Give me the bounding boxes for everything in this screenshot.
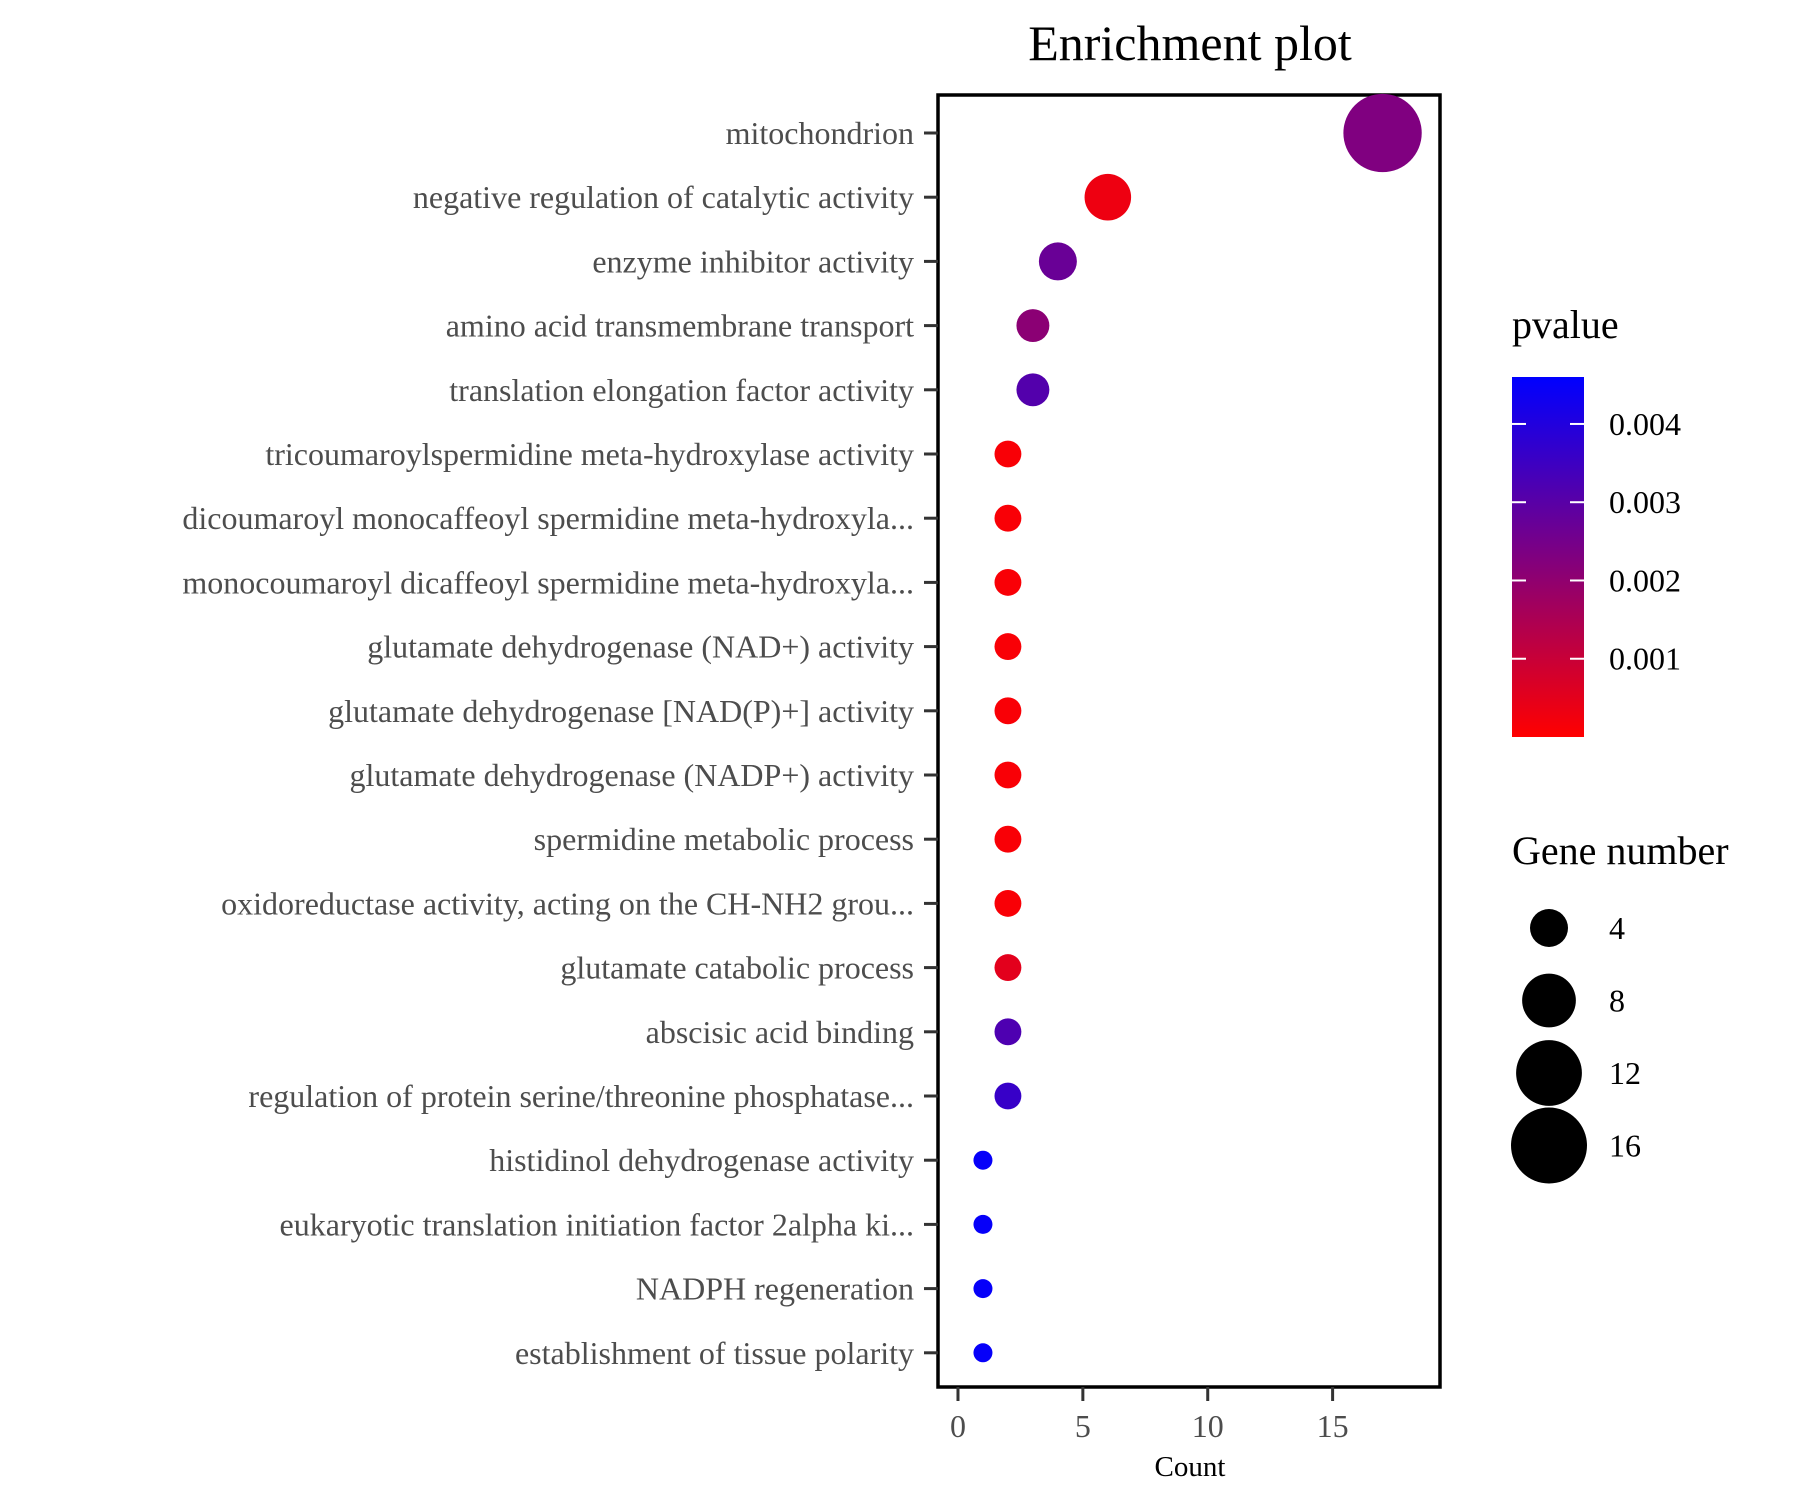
- x-tick-label: 0: [950, 1408, 966, 1444]
- size-legend-key: [1530, 909, 1568, 947]
- gene-number-legend-title: Gene number: [1512, 828, 1729, 873]
- colorbar-tick-label: 0.003: [1609, 484, 1681, 520]
- chart-title: Enrichment plot: [1028, 15, 1352, 71]
- gene-number-legend: 4 8 12 16: [1511, 909, 1641, 1184]
- category-label: tricoumaroylspermidine meta-hydroxylase …: [265, 436, 914, 472]
- x-axis-title: Count: [1155, 1451, 1226, 1483]
- size-legend-key: [1516, 1040, 1582, 1106]
- plot-panel: [936, 93, 1442, 1389]
- size-legend-label: 12: [1609, 1055, 1641, 1091]
- category-label: enzyme inhibitor activity: [592, 243, 914, 279]
- data-point: [973, 1214, 993, 1234]
- size-legend-label: 8: [1609, 983, 1625, 1019]
- data-point: [1016, 309, 1050, 343]
- data-point: [973, 1279, 993, 1299]
- category-label: amino acid transmembrane transport: [446, 308, 914, 344]
- category-label: dicoumaroyl monocaffeoyl spermidine meta…: [182, 500, 914, 536]
- x-tick-label: 10: [1192, 1408, 1224, 1444]
- pvalue-legend-title: pvalue: [1512, 302, 1619, 347]
- data-point: [994, 1082, 1022, 1110]
- colorbar-tick-label: 0.004: [1609, 406, 1681, 442]
- data-point: [1038, 242, 1077, 281]
- colorbar-tick-label: 0.001: [1609, 641, 1681, 677]
- data-points: [973, 93, 1422, 1363]
- data-point: [973, 1343, 993, 1363]
- data-point: [994, 504, 1022, 532]
- y-axis: mitochondrion negative regulation of cata…: [182, 115, 938, 1371]
- category-label: NADPH regeneration: [636, 1271, 914, 1307]
- size-legend-label: 16: [1609, 1128, 1641, 1164]
- category-label: mitochondrion: [726, 115, 914, 151]
- data-point: [1016, 373, 1050, 407]
- pvalue-colorbar: [1512, 377, 1584, 737]
- size-legend-key: [1522, 973, 1576, 1028]
- category-label: glutamate dehydrogenase [NAD(P)+] activi…: [328, 693, 914, 729]
- size-legend-key: [1511, 1107, 1587, 1184]
- category-label: glutamate catabolic process: [560, 950, 914, 986]
- category-label: glutamate dehydrogenase (NAD+) activity: [367, 629, 914, 665]
- x-tick-label: 5: [1075, 1408, 1091, 1444]
- x-axis: 0 5 10 15: [950, 1387, 1349, 1444]
- data-point: [994, 697, 1022, 725]
- category-label: glutamate dehydrogenase (NADP+) activity: [349, 757, 914, 793]
- data-point: [994, 633, 1022, 661]
- category-label: regulation of protein serine/threonine p…: [248, 1078, 914, 1114]
- pvalue-colorbar-ticks: 0.001 0.002 0.003 0.004: [1512, 406, 1681, 677]
- data-point: [994, 568, 1022, 596]
- data-point: [994, 440, 1022, 468]
- category-label: abscisic acid binding: [646, 1014, 914, 1050]
- size-legend-label: 4: [1609, 910, 1625, 946]
- category-label: histidinol dehydrogenase activity: [489, 1142, 914, 1178]
- data-point: [994, 889, 1022, 917]
- category-label: eukaryotic translation initiation factor…: [280, 1206, 914, 1242]
- data-point: [1084, 173, 1132, 221]
- data-point: [973, 1150, 993, 1170]
- x-tick-label: 15: [1317, 1408, 1349, 1444]
- category-label: translation elongation factor activity: [449, 372, 914, 408]
- category-label: spermidine metabolic process: [534, 821, 914, 857]
- colorbar-tick-label: 0.002: [1609, 562, 1681, 598]
- data-point: [994, 954, 1022, 982]
- category-label: monocoumaroyl dicaffeoyl spermidine meta…: [182, 564, 914, 600]
- category-label: negative regulation of catalytic activit…: [413, 179, 914, 215]
- data-point: [994, 1018, 1022, 1046]
- data-point: [1343, 93, 1422, 173]
- data-point: [994, 825, 1022, 853]
- data-point: [994, 761, 1022, 789]
- category-label: establishment of tissue polarity: [515, 1335, 914, 1371]
- category-label: oxidoreductase activity, acting on the C…: [221, 885, 914, 921]
